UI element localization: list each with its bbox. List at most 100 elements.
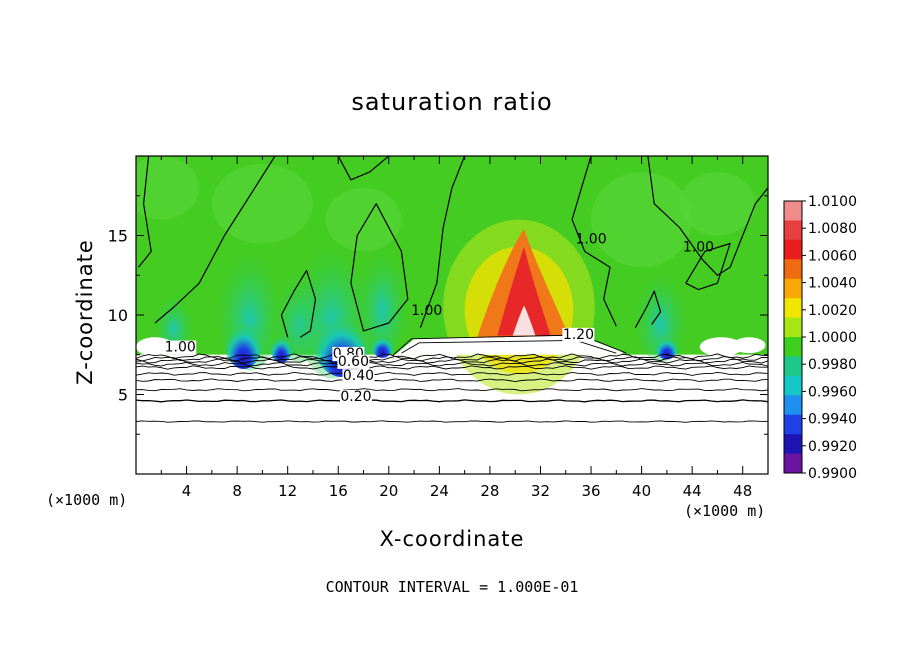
boundary-patch xyxy=(699,337,743,357)
contour-1-00 xyxy=(647,156,768,276)
red-plume xyxy=(497,246,551,336)
colorbar-label: 0.9960 xyxy=(808,384,857,400)
contour-label: 1.00 xyxy=(411,303,442,319)
colorbar-swatch xyxy=(784,356,802,377)
colorbar-swatch xyxy=(784,375,802,396)
contour-1-00 xyxy=(634,290,662,328)
x-axis-label: X-coordinate xyxy=(379,527,525,551)
colorbar-label: 0.9900 xyxy=(808,466,857,482)
contour-1-00 xyxy=(337,156,390,181)
green-patch xyxy=(211,163,313,244)
contour-labels: 1.001.001.00 1.001.200.800.600.400.20 xyxy=(164,231,714,405)
colorbar-swatch xyxy=(784,298,802,319)
contour-line xyxy=(136,371,768,376)
blue-minimum xyxy=(268,324,294,363)
green-patch xyxy=(679,171,756,236)
colorbar-swatch xyxy=(784,434,802,455)
x-axis-ticks: 4 8 12 16 20 24 28 32 36 40 44 48 xyxy=(160,156,752,500)
contour-line xyxy=(136,353,768,360)
contour-label-bg xyxy=(562,327,595,342)
x-tick-label: 4 xyxy=(182,482,192,500)
contour-line xyxy=(136,356,768,362)
contour-line xyxy=(136,378,768,383)
colorbar-swatch xyxy=(784,201,802,221)
contour-label-bg xyxy=(337,354,370,369)
contour-label: 1.00 xyxy=(165,340,196,356)
colorbar-label: 1.0020 xyxy=(808,303,857,319)
contour-1-00 xyxy=(350,203,409,332)
colorbar-swatch xyxy=(784,395,802,416)
contour-1-00 xyxy=(154,156,276,324)
plume-core xyxy=(512,305,536,336)
contour-1-00 xyxy=(280,269,317,338)
contour-line xyxy=(136,388,768,392)
x-unit-label-right: (×1000 m) xyxy=(684,502,766,520)
x-tick-label: 20 xyxy=(379,482,398,500)
x-tick-label: 32 xyxy=(531,482,550,500)
contour-line xyxy=(136,365,768,370)
colorbar-label: 0.9920 xyxy=(808,439,857,455)
contour-label-bg xyxy=(342,369,375,384)
contour-line xyxy=(136,420,768,423)
cap-contour-inner xyxy=(401,339,617,354)
contour-label: 1.00 xyxy=(575,231,606,247)
colorbar-label: 1.0040 xyxy=(808,276,857,292)
x-tick-label: 44 xyxy=(683,482,702,500)
colorbar-swatch xyxy=(784,317,802,338)
x-tick-label: 28 xyxy=(480,482,499,500)
saturation-field xyxy=(136,156,768,474)
contour-1-00 xyxy=(138,156,152,268)
chart-title: saturation ratio xyxy=(351,88,553,116)
y-tick-label: 10 xyxy=(108,306,128,325)
colorbar-swatch xyxy=(784,453,802,474)
contour-1-00 xyxy=(419,156,466,328)
colorbar-label: 1.0000 xyxy=(808,330,857,346)
x-tick-label: 16 xyxy=(329,482,348,500)
contour-label: 0.20 xyxy=(340,389,371,405)
contour-interval-note: CONTOUR INTERVAL = 1.000E-01 xyxy=(325,578,579,596)
contour-1-00 xyxy=(685,242,731,291)
x-tick-label: 36 xyxy=(581,482,600,500)
y-tick-label: 5 xyxy=(118,386,128,405)
contour-1-00 xyxy=(571,156,617,327)
colorbar-swatch xyxy=(784,239,802,260)
green-patch xyxy=(325,187,402,252)
x-unit-label-left: (×1000 m) xyxy=(46,491,128,509)
contour-label-bg xyxy=(339,389,372,404)
colorbar-swatch xyxy=(784,337,802,357)
x-tick-label: 8 xyxy=(232,482,242,500)
colorbar-swatch xyxy=(784,259,802,280)
colorbar-swatch xyxy=(784,220,802,241)
contour-label: 0.40 xyxy=(343,368,374,384)
green-patch xyxy=(136,156,200,220)
contour-line xyxy=(136,358,768,364)
colorbar: 1.0100 1.0080 1.0060 1.0040 1.0020 1.0000 0.99… xyxy=(783,194,857,482)
green-patch xyxy=(591,171,693,268)
colorbar-swatch xyxy=(784,278,802,299)
boundary-patch xyxy=(732,337,766,354)
x-tick-label: 48 xyxy=(733,482,752,500)
blue-minimum xyxy=(369,326,396,358)
blue-minimum xyxy=(654,327,680,360)
cap-contour xyxy=(392,334,627,356)
colorbar-label: 1.0080 xyxy=(808,221,857,237)
contour-label: 0.60 xyxy=(338,354,369,370)
colorbar-label: 0.9940 xyxy=(808,412,857,428)
subsaturated-region xyxy=(136,354,768,474)
y-axis-ticks: 5 10 15 xyxy=(108,195,768,435)
y-tick-label: 15 xyxy=(108,227,128,246)
colorbar-swatch xyxy=(784,414,802,435)
contour-lines xyxy=(136,156,768,423)
x-tick-label: 40 xyxy=(632,482,651,500)
colorbar-label: 1.0100 xyxy=(808,194,857,210)
contour-line xyxy=(136,361,768,367)
contour-line xyxy=(136,399,768,403)
contour-label-bg xyxy=(164,340,197,355)
x-tick-label: 12 xyxy=(278,482,297,500)
x-tick-label: 24 xyxy=(430,482,449,500)
colorbar-label: 0.9980 xyxy=(808,357,857,373)
blue-minimum xyxy=(223,305,264,370)
contour-label: 1.00 xyxy=(683,239,714,255)
